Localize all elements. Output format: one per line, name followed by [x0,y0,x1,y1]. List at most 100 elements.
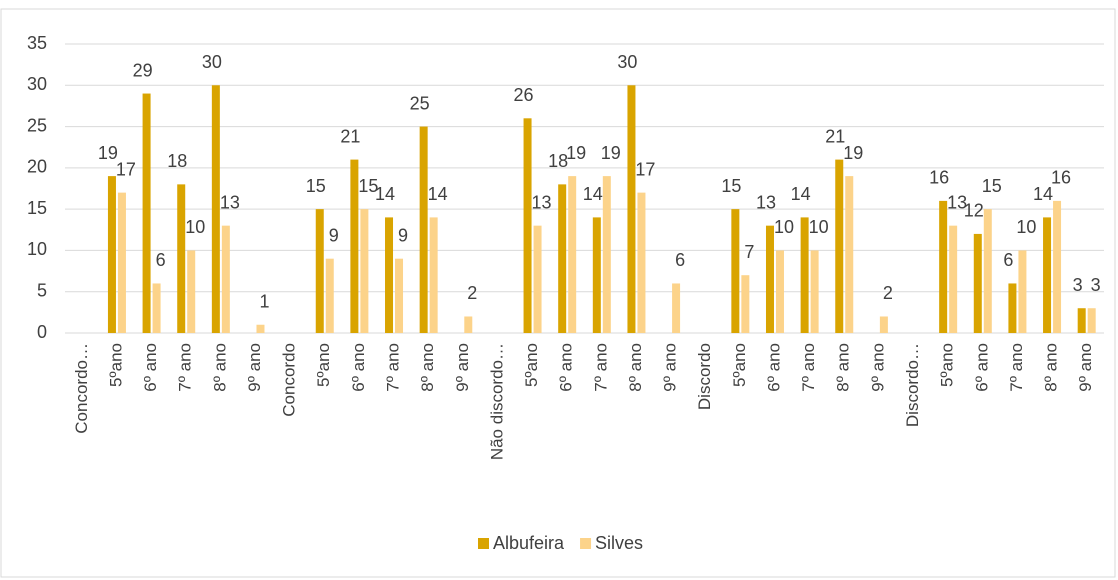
bar [568,176,577,333]
bar [627,85,636,334]
data-label: 14 [583,184,603,204]
bar [395,258,404,333]
bar [973,233,982,333]
data-label: 10 [185,217,205,237]
bar [221,225,230,333]
data-label: 10 [1016,217,1036,237]
bar [879,316,888,333]
data-label: 6 [675,250,685,270]
bar [602,176,611,333]
bar [775,250,784,333]
bar [800,217,809,333]
x-tick-label: Não discordo… [487,343,506,460]
data-label: 18 [167,151,187,171]
x-tick-label: 7º ano [176,343,195,392]
data-label: 14 [375,184,395,204]
data-label: 14 [428,184,448,204]
data-label: 30 [617,52,637,72]
data-label: 19 [98,143,118,163]
y-tick-label: 10 [27,239,47,259]
bar [533,225,542,333]
y-tick-label: 15 [27,198,47,218]
x-tick-label: 8º ano [834,343,853,392]
bar [765,225,774,333]
y-tick-label: 0 [37,322,47,342]
x-tick-label: 9º ano [453,343,472,392]
bar [117,192,126,333]
data-label: 17 [116,159,136,179]
data-label: 14 [1033,184,1053,204]
bar [637,192,646,333]
data-label: 13 [532,192,552,212]
bar [731,209,740,333]
data-label: 19 [843,143,863,163]
bar [983,209,992,333]
bar [1077,308,1086,333]
data-label: 29 [133,60,153,80]
x-tick-label: 8º ano [626,343,645,392]
data-label: 3 [1091,275,1101,295]
data-label: 15 [721,176,741,196]
x-tick-label: 5ºano [522,343,541,387]
data-label: 2 [467,283,477,303]
x-tick-label: 6º ano [972,343,991,392]
bar [1018,250,1027,333]
bar [949,225,958,333]
bar [464,316,473,333]
data-label: 9 [398,225,408,245]
bar [1053,200,1062,333]
bar [429,217,438,333]
bar [142,93,151,334]
bar [325,258,334,333]
legend-swatch [580,538,592,549]
bar [152,283,161,333]
data-label: 13 [220,192,240,212]
x-tick-label: 8º ano [1042,343,1061,392]
data-label: 7 [744,242,754,262]
bar [350,159,359,333]
bar [1008,283,1017,333]
x-tick-label: 5ºano [106,343,125,387]
data-label: 19 [601,143,621,163]
bar [211,85,220,334]
x-tick-label: Discordo… [903,343,922,427]
bar [939,200,948,333]
data-label: 10 [809,217,829,237]
bar [810,250,819,333]
data-label: 15 [358,176,378,196]
bar [741,275,750,333]
y-tick-label: 30 [27,74,47,94]
x-tick-label: 8º ano [210,343,229,392]
bar [1087,308,1096,333]
data-label: 21 [825,126,845,146]
data-label: 17 [635,159,655,179]
bar [558,184,567,333]
x-tick-label: 7º ano [799,343,818,392]
bar [672,283,681,333]
bar [419,126,428,333]
y-tick-label: 35 [27,33,47,53]
legend-swatch [478,538,489,549]
bar [360,209,369,333]
y-tick-label: 25 [27,115,47,135]
x-tick-label: 6º ano [764,343,783,392]
data-label: 14 [791,184,811,204]
bar [385,217,394,333]
x-tick-label: 9º ano [661,343,680,392]
bar [845,176,854,333]
data-label: 16 [929,168,949,188]
x-tick-label: 9º ano [1076,343,1095,392]
data-label: 1 [259,291,269,311]
bar [523,118,532,333]
x-tick-label: 7º ano [384,343,403,392]
data-label: 16 [1051,168,1071,188]
data-label: 26 [514,85,534,105]
data-label: 2 [883,283,893,303]
data-label: 6 [1003,250,1013,270]
x-tick-label: 6º ano [557,343,576,392]
data-label: 12 [964,201,984,221]
x-tick-label: 5ºano [938,343,957,387]
x-tick-label: Concordo… [72,343,91,434]
bar [835,159,844,333]
legend-label: Albufeira [493,533,565,553]
